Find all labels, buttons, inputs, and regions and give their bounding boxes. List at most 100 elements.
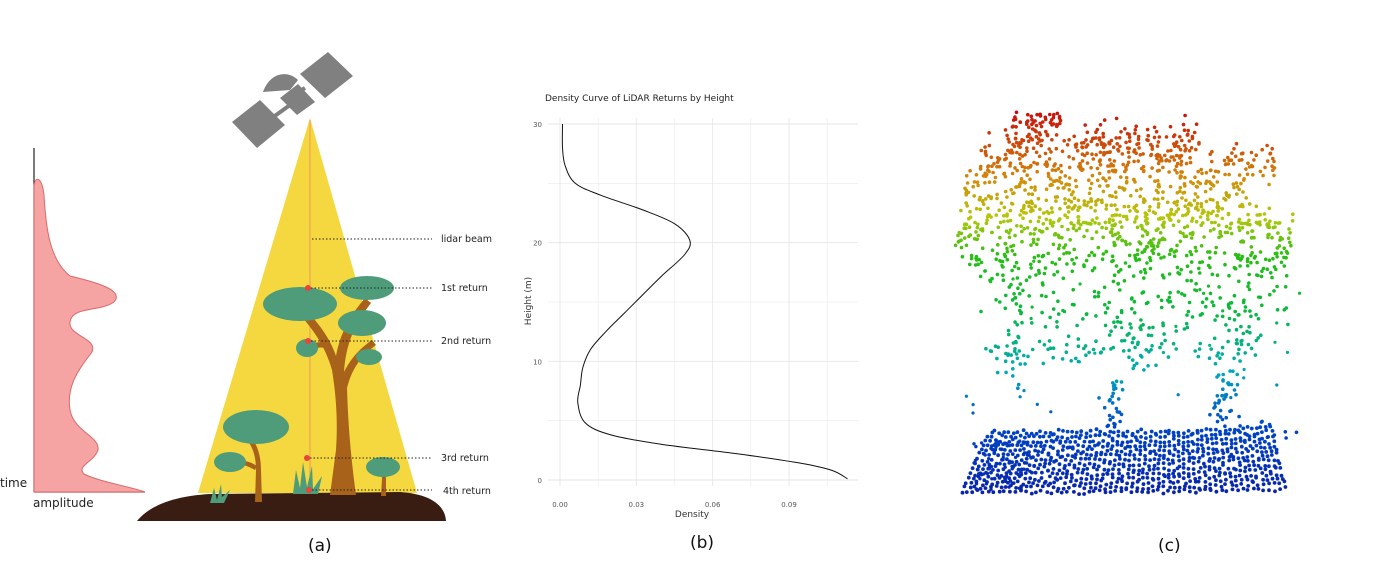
point <box>1125 333 1130 337</box>
point <box>1098 158 1102 162</box>
point <box>976 222 980 226</box>
point <box>974 206 979 211</box>
point <box>1147 326 1151 330</box>
point <box>1278 487 1282 491</box>
point <box>1108 485 1113 490</box>
point <box>1101 347 1106 351</box>
point <box>1109 447 1114 451</box>
point <box>1215 180 1220 184</box>
point <box>1214 245 1218 250</box>
point <box>1079 429 1084 434</box>
point <box>1055 472 1060 476</box>
point <box>1071 156 1076 161</box>
point <box>1103 310 1108 315</box>
point <box>1242 458 1247 463</box>
point <box>1223 262 1227 267</box>
point <box>1221 387 1225 392</box>
point <box>1153 179 1157 183</box>
point <box>1256 316 1261 321</box>
point <box>1119 268 1123 272</box>
point <box>1222 397 1226 401</box>
point <box>1066 334 1071 339</box>
point <box>1172 254 1177 258</box>
point <box>1208 482 1213 487</box>
point <box>986 489 991 494</box>
point <box>1011 431 1016 436</box>
point <box>1279 260 1284 265</box>
point <box>1195 431 1200 435</box>
point <box>1107 333 1112 337</box>
point <box>1199 434 1204 439</box>
point <box>1056 246 1061 251</box>
point <box>1105 306 1110 310</box>
point <box>1135 438 1139 443</box>
point <box>1145 220 1149 225</box>
point <box>1011 124 1015 129</box>
point <box>1246 342 1251 347</box>
point <box>1182 225 1187 230</box>
point <box>1234 483 1239 488</box>
point <box>1223 172 1227 177</box>
point <box>1098 351 1103 355</box>
point <box>1268 445 1272 450</box>
point <box>1005 344 1009 348</box>
point <box>1181 471 1186 475</box>
point <box>1154 452 1158 457</box>
point <box>1270 164 1274 168</box>
point <box>1014 260 1019 265</box>
point <box>1143 211 1148 215</box>
point <box>1167 159 1172 163</box>
point <box>1152 467 1156 471</box>
point <box>1131 366 1135 371</box>
point <box>1144 436 1148 440</box>
point <box>1136 137 1141 142</box>
point <box>1147 443 1152 448</box>
point <box>1084 452 1089 457</box>
point <box>1297 291 1302 295</box>
point <box>1081 444 1086 449</box>
point <box>1135 479 1140 484</box>
point <box>1188 479 1192 483</box>
point <box>1196 447 1200 451</box>
point <box>1083 344 1088 348</box>
point <box>1217 473 1222 478</box>
point <box>1046 171 1051 176</box>
point <box>1055 478 1060 482</box>
point <box>1066 210 1071 214</box>
point <box>985 471 990 476</box>
point <box>1094 136 1098 140</box>
point <box>1118 419 1122 424</box>
point <box>1103 151 1107 156</box>
point <box>1117 136 1122 140</box>
point <box>1216 209 1220 213</box>
point <box>959 231 964 236</box>
point <box>1238 439 1243 443</box>
point <box>959 245 964 250</box>
point <box>1005 457 1009 462</box>
point <box>1111 345 1116 350</box>
point <box>1251 480 1255 484</box>
point <box>1193 349 1197 353</box>
point <box>1140 234 1145 238</box>
point <box>1070 476 1074 480</box>
point <box>1168 290 1172 295</box>
point <box>1176 207 1181 211</box>
point <box>1119 449 1124 454</box>
point <box>953 243 958 248</box>
point <box>1050 210 1054 214</box>
point <box>993 344 998 349</box>
point <box>1133 220 1137 224</box>
point <box>1050 471 1055 475</box>
point <box>1189 180 1193 184</box>
point <box>1015 168 1019 173</box>
point <box>1097 171 1102 176</box>
point <box>981 443 986 448</box>
point <box>1001 278 1006 283</box>
point <box>1127 253 1132 258</box>
point <box>1156 217 1161 221</box>
point <box>1220 345 1225 350</box>
point <box>1082 199 1087 203</box>
point <box>1174 329 1178 333</box>
point <box>1078 167 1083 171</box>
point <box>994 257 998 262</box>
